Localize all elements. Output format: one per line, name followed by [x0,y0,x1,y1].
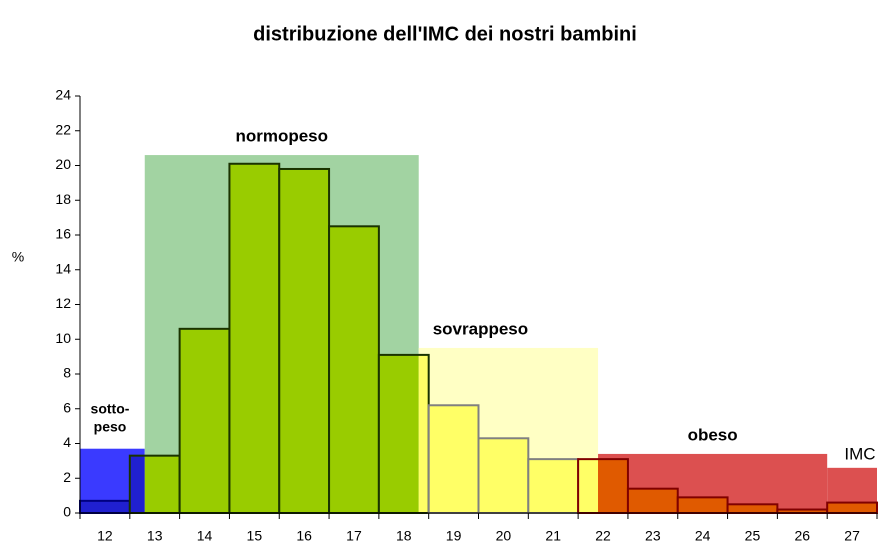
x-tick-label: 13 [147,528,163,544]
y-tick-label: 0 [63,504,71,520]
bar-fill [144,455,180,513]
x-tick-label: 27 [844,528,860,544]
y-tick-label: 6 [63,399,71,415]
bar-fill [179,328,230,513]
y-tick-label: 18 [55,191,71,207]
x-tick-label: 20 [496,528,512,544]
y-tick-label: 14 [55,260,71,276]
bar-fill [578,459,599,513]
bar-fill [129,455,145,513]
x-tick-label: 26 [794,528,810,544]
y-tick-label: 4 [63,434,71,450]
x-tick-label: 16 [296,528,312,544]
x-axis-label: IMC [844,444,875,463]
x-tick-label: 17 [346,528,362,544]
y-axis-label: % [12,249,24,265]
x-tick-label: 24 [695,528,711,544]
x-tick-label: 25 [745,528,761,544]
bar-fill [478,438,529,513]
y-tick-label: 8 [63,365,71,381]
x-tick-label: 22 [595,528,611,544]
bar-fill [229,163,280,513]
bar-fill [378,354,419,513]
bar-fill [777,509,828,513]
x-tick-label: 18 [396,528,412,544]
x-tick-label: 15 [247,528,263,544]
x-tick-label: 12 [97,528,113,544]
zone-label: peso [94,419,127,435]
bar-fill [727,504,778,513]
chart-title: distribuzione dell'IMC dei nostri bambin… [253,23,637,45]
y-tick-label: 22 [55,121,71,137]
x-tick-label: 21 [545,528,561,544]
bar-fill [329,226,379,513]
bar-fill [80,500,130,513]
x-tick-label: 19 [446,528,462,544]
x-tick-label: 14 [197,528,213,544]
bar-fill [677,497,728,513]
y-tick-label: 20 [55,156,71,172]
bar-fill [418,354,429,513]
bar-fill [627,488,678,513]
x-tick-label: 23 [645,528,661,544]
y-tick-label: 16 [55,226,71,242]
zone-label: sovrappeso [433,319,528,338]
zone-label: sotto- [91,401,130,417]
y-tick-label: 12 [55,295,71,311]
bar-fill [528,459,579,513]
zone-label: obeso [688,425,738,444]
y-tick-label: 2 [63,469,71,485]
bar-fill [279,168,330,513]
bar-fill [827,502,877,513]
bar-fill [598,459,628,513]
zone-label: normopeso [235,127,328,146]
bar-fill [428,405,479,513]
y-tick-label: 24 [55,87,71,103]
y-tick-label: 10 [55,330,71,346]
